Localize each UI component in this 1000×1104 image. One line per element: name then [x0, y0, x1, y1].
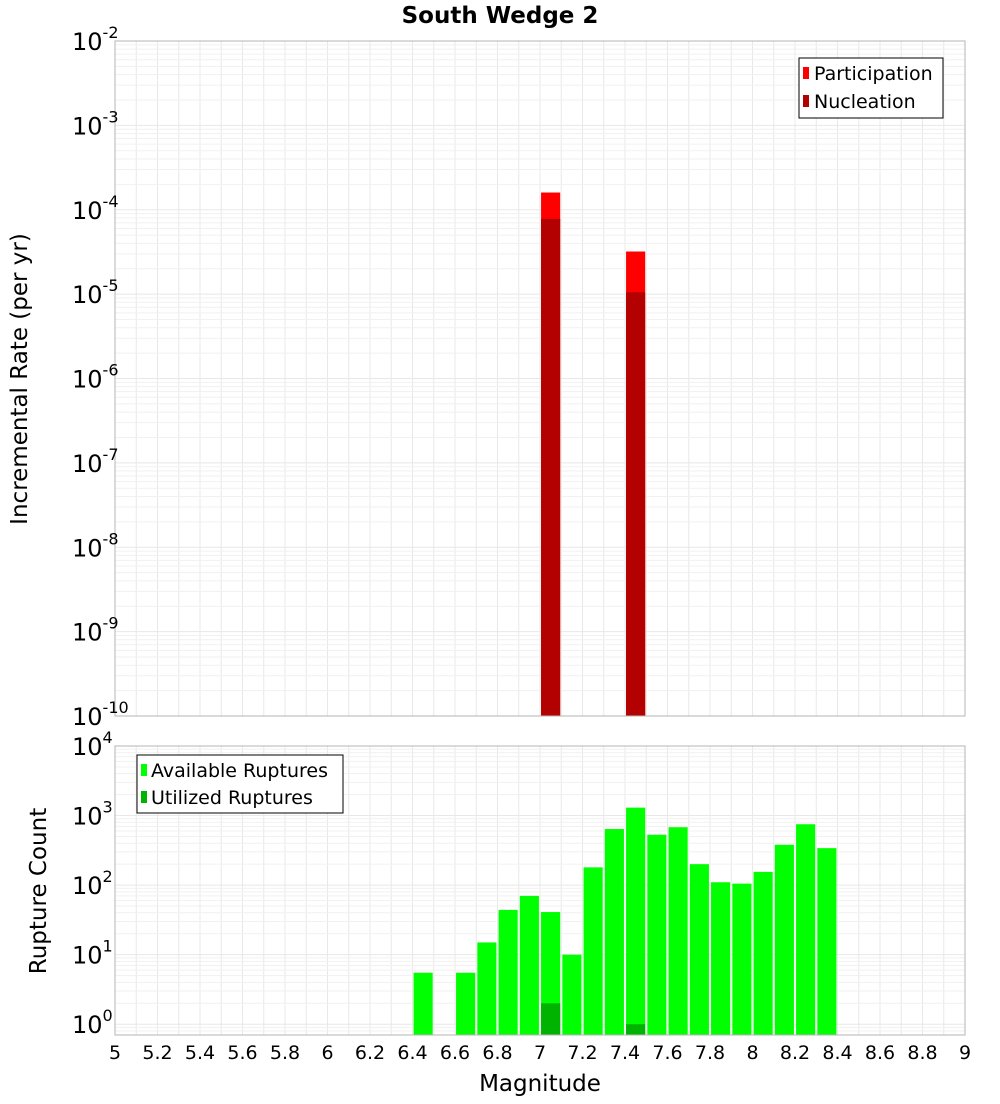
rate-y-tick-label: 10-6 [72, 361, 119, 394]
count-y-tick-label: 101 [72, 937, 113, 970]
count-legend-box [136, 754, 344, 814]
x-tick-label: 5.4 [185, 1042, 215, 1064]
legend-swatch-nucleation [803, 95, 809, 107]
x-tick-label: 8.4 [822, 1042, 852, 1064]
legend-swatch-available [141, 764, 147, 776]
rate-bar-nucleation [541, 218, 561, 716]
rate-grid [114, 40, 966, 717]
x-tick-label: 8 [746, 1042, 758, 1064]
legend-label-participation: Participation [814, 63, 933, 85]
legend-swatch-participation [803, 67, 809, 79]
count-bar-available [477, 942, 497, 1035]
x-tick-label: 5.8 [270, 1042, 300, 1064]
count-y-tick-label: 100 [72, 1006, 113, 1039]
legend-label-available: Available Ruptures [151, 760, 328, 782]
count-bar-available [583, 867, 603, 1035]
count-bar-available [519, 895, 539, 1035]
count-bar-available [626, 807, 646, 1035]
count-bar-available [456, 972, 476, 1035]
rate-y-tick-label: 10-10 [72, 698, 129, 731]
x-tick-label: 7.2 [567, 1042, 597, 1064]
rate-legend: Participation Nucleation [798, 57, 944, 119]
rate-y-tick-label: 10-3 [72, 107, 119, 140]
rate-bar-nucleation [626, 292, 646, 716]
count-bar-available [647, 834, 667, 1035]
x-tick-label: 5.6 [227, 1042, 257, 1064]
x-tick-label: 5.2 [142, 1042, 172, 1064]
x-tick-label: 8.2 [780, 1042, 810, 1064]
rate-bars [541, 192, 646, 717]
rate-y-tick-label: 10-2 [72, 23, 119, 56]
count-y-tick-label: 104 [72, 728, 113, 761]
rate-y-tick-label: 10-8 [72, 529, 119, 562]
count-bar-available [796, 824, 816, 1035]
count-bar-available [562, 954, 582, 1035]
x-tick-label: 7 [534, 1042, 546, 1064]
x-tick-label: 5 [109, 1042, 121, 1064]
count-plot-frame [114, 745, 966, 1036]
rate-y-tick-label: 10-9 [72, 614, 119, 647]
count-bars [413, 807, 837, 1035]
count-bar-available [711, 882, 731, 1035]
legend-label-utilized: Utilized Ruptures [151, 787, 313, 809]
count-bar-available [413, 972, 433, 1035]
count-bar-available [668, 827, 688, 1035]
count-bar-available [732, 883, 752, 1035]
x-tick-label: 7.6 [652, 1042, 682, 1064]
count-bar-utilized [626, 1024, 646, 1035]
x-tick-label: 6.8 [482, 1042, 512, 1064]
count-bar-available [753, 871, 773, 1035]
rate-y-tick-label: 10-4 [72, 192, 119, 225]
count-y-axis-label: Rupture Count [26, 808, 52, 974]
count-bar-available [817, 848, 837, 1035]
count-bar-available [689, 864, 709, 1035]
x-tick-label: 6.6 [440, 1042, 470, 1064]
x-tick-label: 7.8 [695, 1042, 725, 1064]
rate-legend-box [798, 57, 944, 119]
x-axis-label: Magnitude [479, 1071, 601, 1097]
rate-plot-frame [114, 40, 966, 717]
rate-panel: South Wedge 2 10-1010-910-810-710-610-51… [7, 3, 966, 731]
x-tick-label: 8.8 [907, 1042, 937, 1064]
x-tick-label: 6.2 [355, 1042, 385, 1064]
rate-y-tick-label: 10-7 [72, 445, 119, 478]
count-bar-utilized [541, 1003, 561, 1035]
x-tick-label: 6 [321, 1042, 333, 1064]
rate-y-ticks: 10-10 10-9 10-8 10-7 10-6 10-5 10-4 10-3 10-2 [72, 23, 129, 731]
x-tick-label: 6.4 [397, 1042, 427, 1064]
rate-y-axis-label: Incremental Rate (per yr) [7, 233, 33, 525]
count-y-tick-label: 102 [72, 867, 113, 900]
legend-label-nucleation: Nucleation [814, 91, 916, 113]
legend-swatch-utilized [141, 791, 147, 803]
rate-y-tick-label: 10-5 [72, 276, 119, 309]
x-tick-label: 7.4 [610, 1042, 640, 1064]
count-bar-available [498, 909, 518, 1035]
count-bar-available [604, 829, 624, 1035]
count-y-tick-label: 103 [72, 798, 113, 831]
x-tick-label: 9 [959, 1042, 971, 1064]
count-y-ticks: 100 101 102 103 104 [72, 728, 113, 1039]
count-x-ticks: 5 5.2 5.4 5.6 5.8 6 6.2 6.4 6.6 6.8 7 7.2 7.4 7.6 7.8 8… [109, 1042, 971, 1064]
count-legend: Available Ruptures Utilized Ruptures [136, 754, 344, 814]
chart-title: South Wedge 2 [402, 3, 599, 29]
x-tick-label: 8.6 [865, 1042, 895, 1064]
count-panel: 100 101 102 103 104 5 5.2 5.4 5.6 5.8 6 6.2 6.4 6.6 6… [26, 728, 971, 1097]
count-bar-available [774, 844, 794, 1035]
